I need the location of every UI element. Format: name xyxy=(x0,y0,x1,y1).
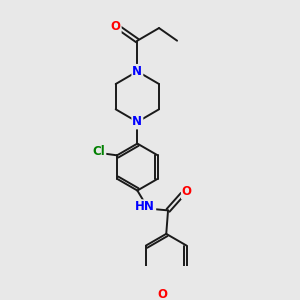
Text: HN: HN xyxy=(135,200,155,213)
Text: Cl: Cl xyxy=(93,145,105,158)
Text: O: O xyxy=(157,288,167,300)
Text: N: N xyxy=(132,116,142,128)
Text: O: O xyxy=(182,185,192,199)
Text: O: O xyxy=(111,20,121,33)
Text: N: N xyxy=(132,65,142,78)
